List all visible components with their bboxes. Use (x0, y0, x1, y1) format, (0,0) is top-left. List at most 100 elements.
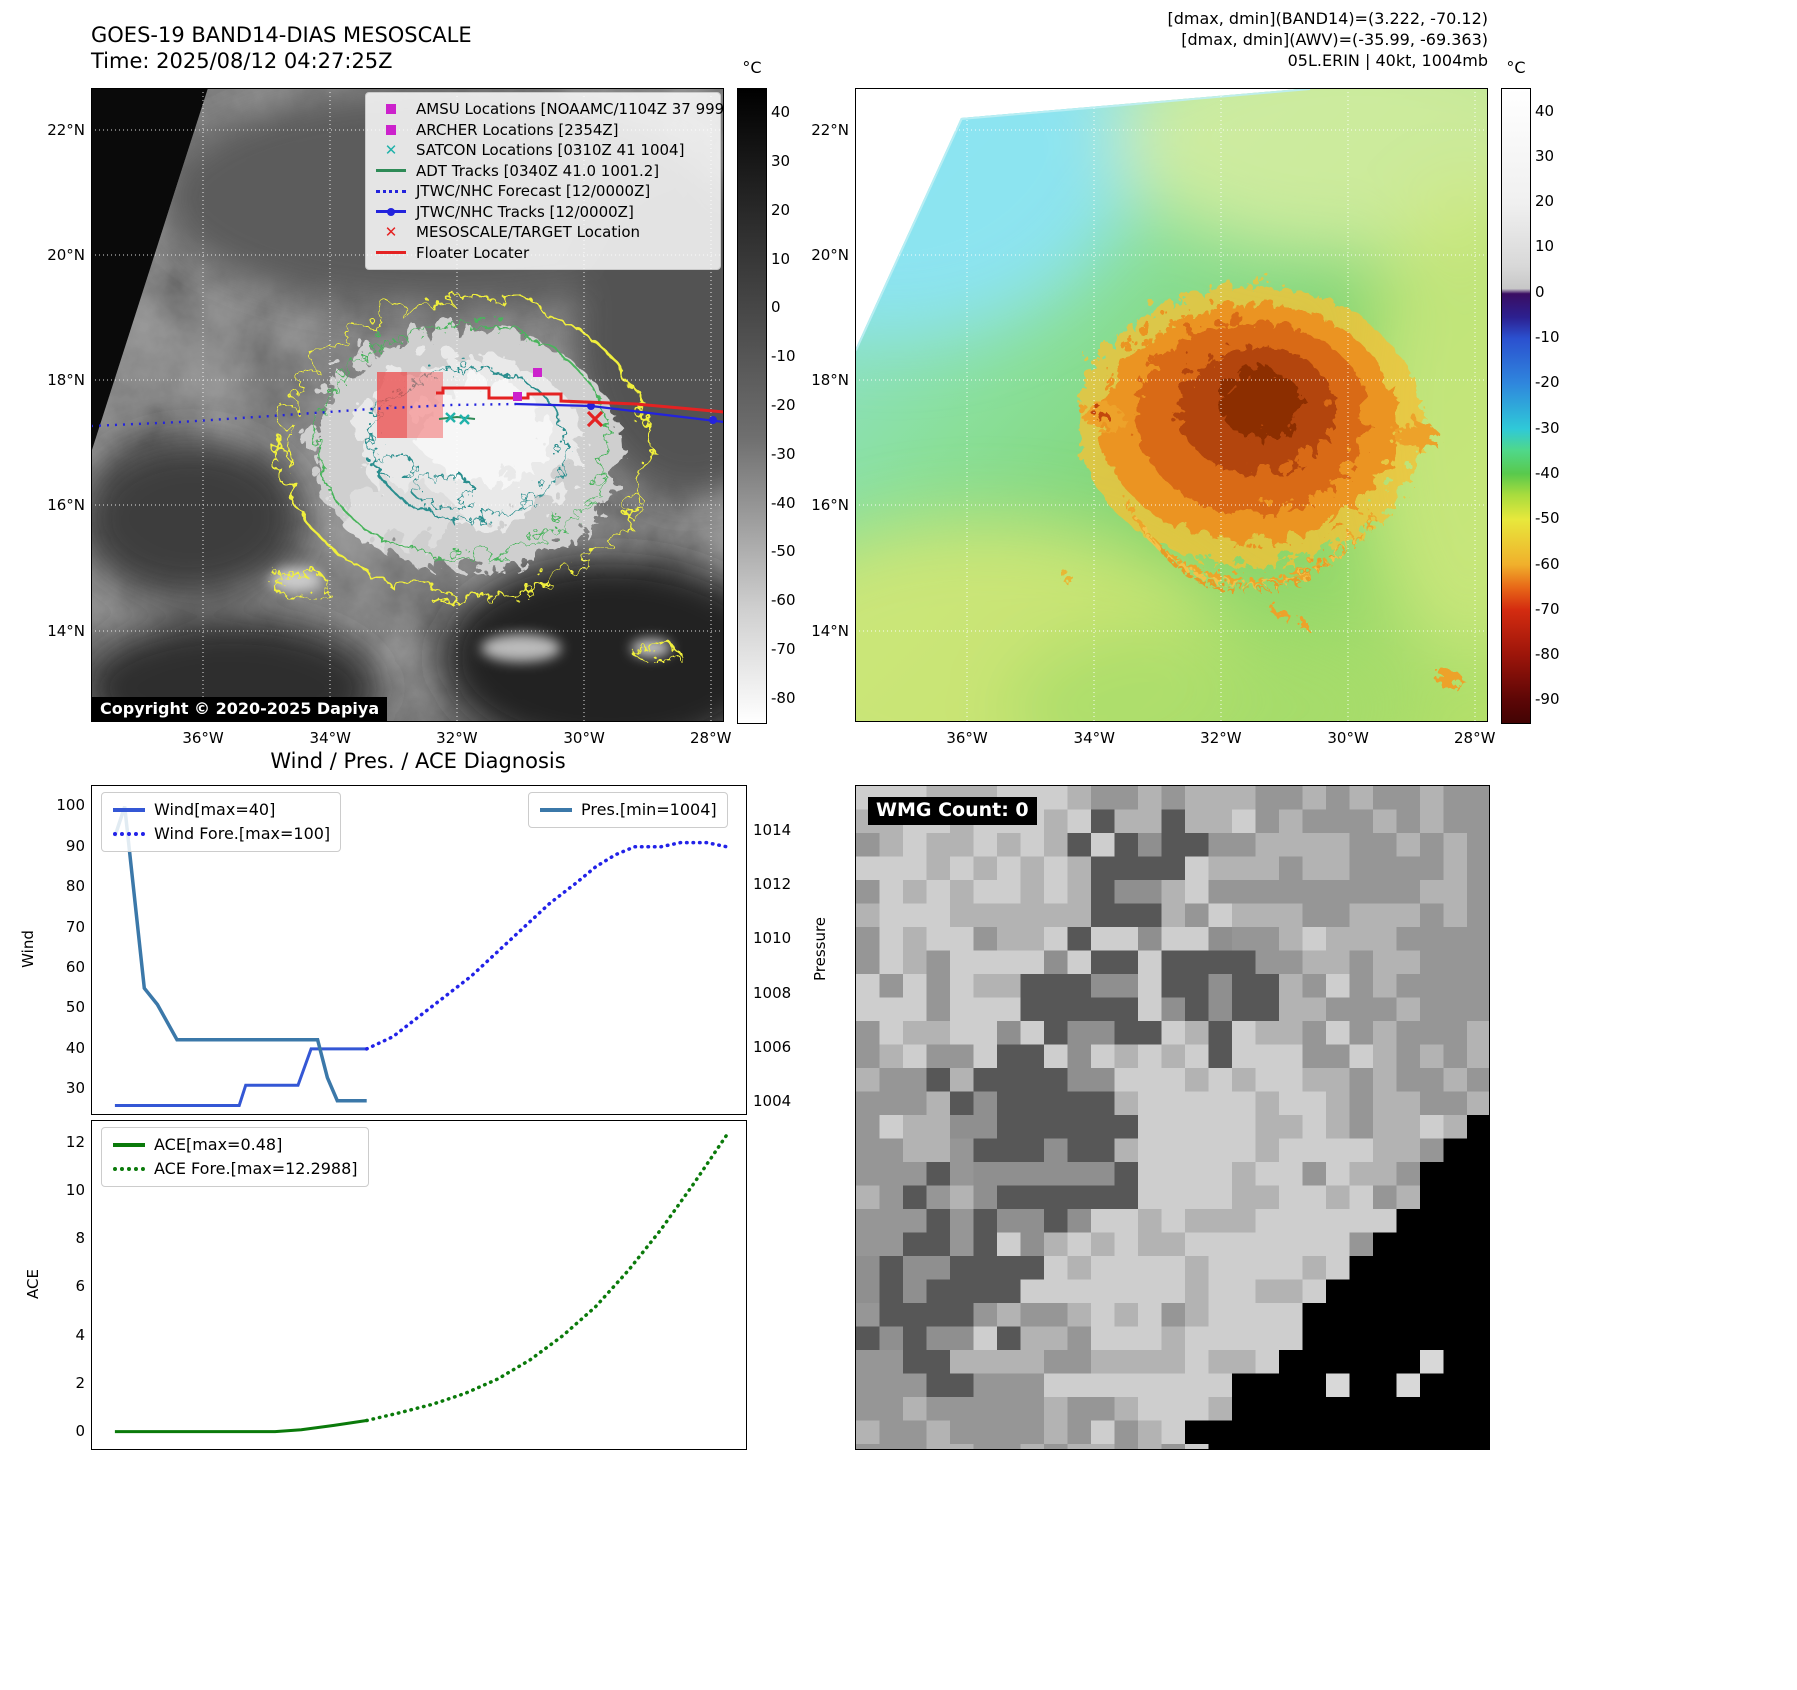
wmg-cell (1114, 1326, 1139, 1351)
wmg-cell (1138, 950, 1163, 975)
tick-label: 1006 (753, 1037, 792, 1056)
wmg-cell (1396, 1232, 1421, 1257)
band14-colorbar-ticks: 40 30 20 10 0 -10 -20 -30 -40 -50 -60 -70 -80 (771, 88, 817, 722)
wmg-cell (1232, 950, 1257, 975)
wmg-cell (1232, 1303, 1257, 1328)
wmg-cell (1114, 974, 1139, 999)
wmg-cell (1373, 974, 1398, 999)
wmg-cell (1279, 903, 1304, 928)
wmg-cell (1255, 786, 1280, 811)
wmg-cell (1467, 856, 1489, 881)
wmg-cell (997, 1444, 1022, 1449)
wmg-cell (950, 1279, 975, 1304)
wmg-cell (1349, 950, 1374, 975)
wmg-cell (1443, 1397, 1468, 1422)
tick-label: 4 (75, 1325, 85, 1344)
wmg-cell (926, 1444, 951, 1449)
wmg-cell (856, 1162, 881, 1187)
wmg-cell (1185, 833, 1210, 858)
wmg-cell (997, 1232, 1022, 1257)
wmg-cell (950, 1021, 975, 1046)
wmg-cell (1467, 1068, 1489, 1093)
wmg-cell (1044, 1303, 1069, 1328)
wmg-cell (1349, 1068, 1374, 1093)
wmg-cell (1443, 880, 1468, 905)
wmg-cell (1161, 974, 1186, 999)
wmg-cell (1138, 1420, 1163, 1445)
wmg-cell (1232, 903, 1257, 928)
wmg-cell (856, 1185, 881, 1210)
wmg-cell (1373, 1303, 1398, 1328)
wmg-cell (1208, 1209, 1233, 1234)
wmg-cell (1185, 880, 1210, 905)
wmg-cell (903, 1115, 928, 1140)
wmg-cell (879, 1162, 904, 1187)
wmg-cell (1161, 1350, 1186, 1375)
wmg-cell (1443, 1303, 1468, 1328)
wind-axis-label: Wind (19, 930, 37, 968)
band14-subtitle: Time: 2025/08/12 04:27:25Z (91, 49, 393, 73)
wmg-cell (903, 880, 928, 905)
wmg-cell (1232, 1091, 1257, 1116)
wmg-cell (997, 927, 1022, 952)
wmg-cell (1138, 880, 1163, 905)
wmg-cell (926, 1373, 951, 1398)
wmg-cell (1138, 1115, 1163, 1140)
tick-label: -40 (1535, 463, 1560, 482)
wmg-cell (903, 1444, 928, 1449)
wmg-cell (1420, 1185, 1445, 1210)
wmg-cell (1185, 1021, 1210, 1046)
wmg-cell (1185, 1444, 1210, 1449)
wmg-cell (856, 1044, 881, 1069)
wmg-cell (1302, 1444, 1327, 1449)
wmg-cell (1091, 997, 1116, 1022)
wmg-cell (997, 1138, 1022, 1163)
wmg-cell (1279, 809, 1304, 834)
wmg-cell (1067, 1303, 1092, 1328)
legend-item: Pres.[min=1004] (539, 798, 717, 822)
wmg-cell (1326, 786, 1351, 811)
wmg-cell (1138, 1138, 1163, 1163)
wmg-cell (1373, 950, 1398, 975)
wmg-cell (973, 1232, 998, 1257)
wmg-cell (1443, 974, 1468, 999)
wmg-cell (1044, 1091, 1069, 1116)
tick-label: 1014 (753, 820, 792, 839)
wmg-cell (1020, 950, 1045, 975)
wmg-cell (856, 1115, 881, 1140)
wmg-cell (903, 1138, 928, 1163)
wmg-cell (1232, 1397, 1257, 1422)
wmg-cell (1396, 1138, 1421, 1163)
wmg-cell (903, 997, 928, 1022)
wmg-cell (1255, 1303, 1280, 1328)
wmg-cell (1279, 1232, 1304, 1257)
wmg-cell (1420, 833, 1445, 858)
wmg-cell (950, 950, 975, 975)
pressure-axis-ticks: 1014 1012 1010 1008 1006 1004 (753, 785, 807, 1113)
wmg-cell (1232, 1209, 1257, 1234)
wmg-cell (1255, 927, 1280, 952)
wmg-cell (1467, 1420, 1489, 1445)
wmg-cell (1396, 1420, 1421, 1445)
wmg-cell (1326, 833, 1351, 858)
wmg-cell (1091, 1256, 1116, 1281)
wmg-cell (1302, 1091, 1327, 1116)
legend-item: AMSU Locations [NOAAMC/1104Z 37 999] (374, 99, 724, 120)
wmg-cell (997, 1397, 1022, 1422)
wmg-cell (1208, 1326, 1233, 1351)
wmg-cell (1185, 1279, 1210, 1304)
wmg-cell (903, 1091, 928, 1116)
wmg-cell (1044, 997, 1069, 1022)
wmg-cell (1373, 1279, 1398, 1304)
wmg-cell (1255, 1115, 1280, 1140)
wmg-cell (1302, 1256, 1327, 1281)
wmg-cell (1114, 880, 1139, 905)
wmg-cell (1138, 1279, 1163, 1304)
wmg-cell (1232, 1162, 1257, 1187)
wmg-cell (997, 833, 1022, 858)
series-Pres.[min=1004] (113, 806, 367, 1103)
wmg-cell (1326, 1420, 1351, 1445)
wmg-cell (856, 1326, 881, 1351)
wmg-cell (856, 1256, 881, 1281)
